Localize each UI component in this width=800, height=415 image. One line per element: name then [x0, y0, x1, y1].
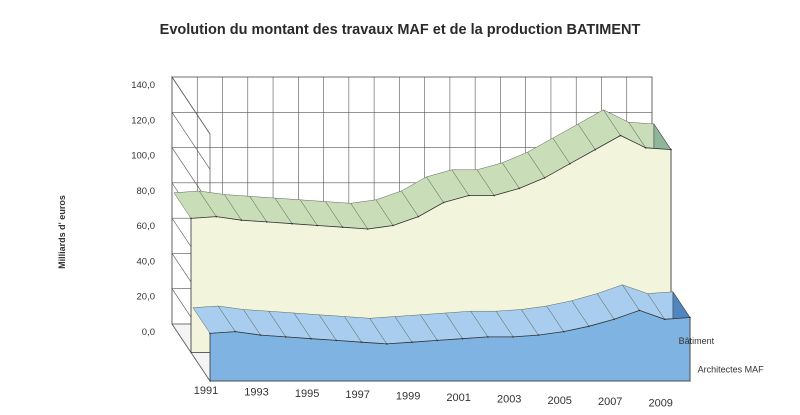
series-0-point — [266, 221, 268, 223]
series-0-point — [442, 201, 445, 204]
x-tick-label: 1991 — [194, 385, 218, 397]
y-tick-label: 0,0 — [142, 327, 155, 338]
series-0-point — [569, 162, 571, 165]
x-tick-label: 2009 — [648, 398, 672, 410]
series-1-point — [411, 341, 413, 344]
y-gridline-side — [171, 76, 211, 135]
series-0-point — [291, 222, 293, 225]
series-1-point — [436, 339, 439, 342]
series-1-point — [209, 332, 211, 335]
series-0-point — [240, 219, 243, 221]
series-0-point — [594, 148, 596, 151]
series-1-point — [613, 318, 615, 321]
series-1-point — [689, 316, 691, 319]
series-label: Bâtiment — [679, 336, 715, 346]
x-tick-label: 1995 — [295, 388, 319, 400]
series-1-point — [310, 337, 312, 340]
series-1-point — [360, 341, 363, 344]
series-1-point — [285, 336, 287, 338]
series-1-point — [588, 325, 590, 328]
x-tick-label: 2001 — [446, 392, 470, 404]
series-0-point — [543, 177, 546, 179]
y-tick-label: 100,0 — [131, 151, 155, 162]
series-0-point — [670, 148, 672, 151]
series-1-point — [562, 330, 565, 333]
series-0-point — [367, 228, 369, 230]
x-tick-label: 1997 — [345, 389, 369, 401]
series-1-point — [487, 336, 489, 338]
y-gridline-side — [171, 112, 211, 170]
series-1-point — [234, 330, 237, 333]
series-0-point — [619, 134, 622, 137]
y-tick-label: 60,0 — [137, 221, 156, 232]
series-0-point — [215, 215, 218, 218]
series-1-point — [537, 334, 540, 336]
chart-title: Evolution du montant des travaux MAF et … — [159, 22, 641, 38]
series-1-point — [461, 337, 464, 340]
series-0-point — [341, 226, 344, 228]
series-0-point — [417, 215, 420, 218]
series-1-point — [259, 334, 262, 336]
y-tick-label: 120,0 — [131, 115, 155, 126]
series-0-point — [468, 194, 470, 197]
series-0-point — [392, 224, 394, 227]
series-0-point — [493, 194, 496, 197]
x-tick-label: 2005 — [547, 395, 571, 407]
x-tick-label: 1993 — [244, 386, 268, 398]
series-1-point — [335, 339, 338, 342]
series-0-point — [644, 147, 647, 149]
series-0-point — [316, 224, 319, 227]
series-0-point — [518, 187, 521, 190]
series-1-point — [512, 336, 514, 338]
y-tick-label: 40,0 — [137, 256, 156, 267]
y-tick-label: 140,0 — [131, 80, 155, 91]
x-tick-label: 2007 — [598, 396, 622, 408]
x-tick-label: 1999 — [396, 391, 420, 403]
y-tick-label: 20,0 — [137, 292, 156, 303]
series-1-point — [663, 318, 666, 321]
y-tick-label: 80,0 — [137, 186, 156, 197]
series-1-point — [386, 343, 388, 345]
series-0-point — [190, 217, 192, 220]
series-label: Architectes MAF — [698, 365, 765, 375]
x-tick-label: 2003 — [497, 393, 521, 405]
series-1-point — [638, 309, 641, 312]
